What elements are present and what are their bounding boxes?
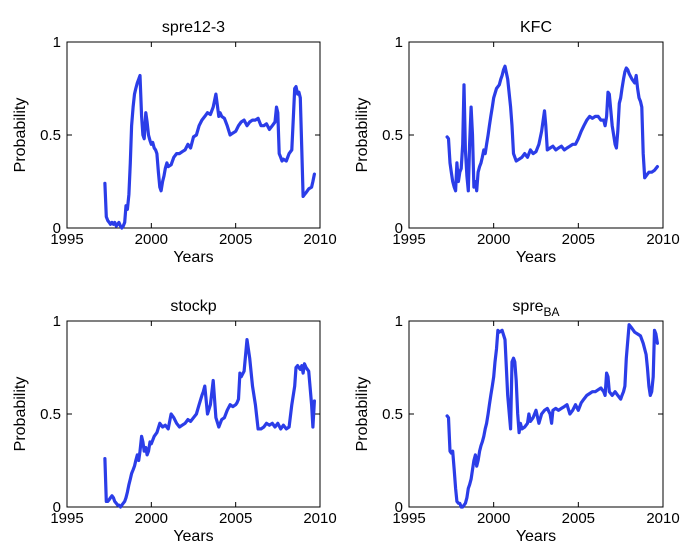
chart-title: stockp bbox=[170, 298, 216, 315]
y-tick-label: 0 bbox=[395, 220, 403, 237]
x-tick-label: 2010 bbox=[646, 231, 679, 248]
chart-panel-2: 1995 2000 2005 2010 0 0.5 1 KFC Years Probability bbox=[354, 19, 680, 266]
chart-title: spreBA bbox=[512, 298, 559, 319]
series-line bbox=[103, 338, 316, 509]
x-tick-label: 2005 bbox=[562, 510, 595, 527]
x-tick-label: 1995 bbox=[50, 510, 83, 527]
x-tick-label: 2010 bbox=[303, 510, 336, 527]
y-tick-label: 0.5 bbox=[382, 406, 403, 423]
x-tick-label: 2000 bbox=[135, 510, 168, 527]
y-tick-label: 0.5 bbox=[40, 127, 61, 144]
series-line bbox=[445, 64, 660, 193]
x-tick-label: 1995 bbox=[392, 510, 425, 527]
x-axis-label: Years bbox=[516, 249, 556, 266]
chart-title-subscript: BA bbox=[544, 305, 560, 319]
y-tick-label: 0 bbox=[53, 499, 61, 516]
x-tick-label: 2010 bbox=[646, 510, 679, 527]
x-tick-label: 1995 bbox=[392, 231, 425, 248]
y-axis-label: Probability bbox=[12, 98, 29, 173]
x-tick-label: 2000 bbox=[135, 231, 168, 248]
y-axis-label: Probability bbox=[354, 377, 371, 452]
x-tick-label: 2005 bbox=[219, 231, 252, 248]
x-tick-label: 2005 bbox=[562, 231, 595, 248]
series-line bbox=[103, 73, 316, 230]
y-tick-label: 0 bbox=[395, 499, 403, 516]
y-tick-label: 1 bbox=[395, 34, 403, 51]
y-tick-label: 1 bbox=[53, 34, 61, 51]
x-axis-label: Years bbox=[173, 528, 213, 545]
x-tick-label: 1995 bbox=[50, 231, 83, 248]
y-tick-label: 1 bbox=[53, 313, 61, 330]
x-tick-label: 2005 bbox=[219, 510, 252, 527]
series-line bbox=[445, 323, 660, 509]
x-tick-label: 2010 bbox=[303, 231, 336, 248]
y-axis-label: Probability bbox=[12, 377, 29, 452]
x-axis-label: Years bbox=[516, 528, 556, 545]
y-tick-label: 0 bbox=[53, 220, 61, 237]
chart-title: KFC bbox=[520, 19, 552, 36]
y-tick-label: 1 bbox=[395, 313, 403, 330]
y-tick-label: 0.5 bbox=[40, 406, 61, 423]
chart-title: spre12-3 bbox=[162, 19, 225, 36]
chart-panel-3: 1995 2000 2005 2010 0 0.5 1 stockp Years Probabil… bbox=[12, 298, 337, 545]
chart-panel-4: 1995 2000 2005 2010 0 0.5 1 spreBA Years Probabil… bbox=[354, 298, 680, 545]
y-axis-label: Probability bbox=[354, 98, 371, 173]
x-tick-label: 2000 bbox=[477, 231, 510, 248]
x-tick-label: 2000 bbox=[477, 510, 510, 527]
x-axis-label: Years bbox=[173, 249, 213, 266]
y-tick-label: 0.5 bbox=[382, 127, 403, 144]
chart-panel-1: 1995 2000 2005 2010 0 0.5 1 spre12-3 Years Probab… bbox=[12, 19, 337, 266]
